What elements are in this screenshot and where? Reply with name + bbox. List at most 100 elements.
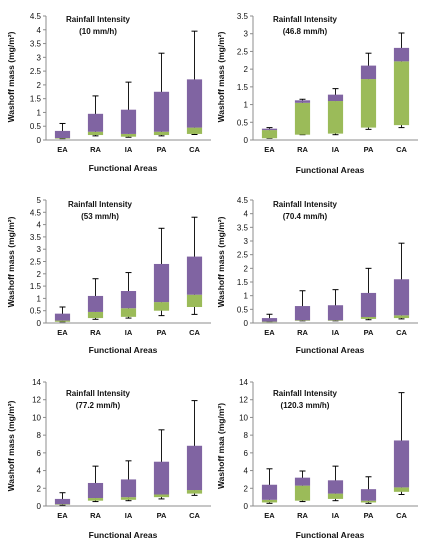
x-tick-label: CA (189, 145, 200, 154)
y-tick-label: 4.5 (237, 196, 249, 205)
y-tick-label: 0 (37, 136, 42, 145)
y-tick-label: 2.5 (237, 251, 249, 260)
box-lower-RA (87, 498, 104, 501)
box-lower-PA (360, 79, 377, 128)
box-lower-IA (327, 320, 344, 321)
box-lower-EA (261, 130, 278, 139)
y-tick-label: 2.5 (237, 47, 249, 56)
box-upper-IA (120, 479, 137, 498)
box-lower-CA (186, 294, 203, 308)
x-tick-label: PA (364, 145, 374, 154)
x-tick-label: RA (90, 145, 101, 154)
box-upper-RA (87, 113, 104, 132)
chart-title: Rainfall Intensity (273, 200, 338, 209)
box-upper-RA (294, 100, 311, 103)
y-tick-label: 0.5 (237, 118, 249, 127)
y-tick-label: 0.5 (237, 305, 249, 314)
box-upper-RA (294, 477, 311, 486)
y-tick-label: 1.5 (237, 278, 249, 287)
chart-panel-2: Rainfall Intensity (46.8 mm/h) Functiona… (216, 12, 418, 175)
x-tick-label: CA (396, 328, 407, 337)
box-lower-IA (327, 493, 344, 499)
chart-subtitle: (70.4 mm/h) (283, 212, 328, 221)
box-upper-PA (153, 91, 170, 132)
box-lower-CA (186, 490, 203, 494)
x-tick-label: IA (332, 511, 340, 520)
x-tick-label: CA (396, 145, 407, 154)
x-axis-label: Functional Areas (89, 163, 158, 173)
y-tick-label: 14 (239, 378, 248, 387)
y-tick-label: 0.5 (30, 122, 42, 131)
y-tick-label: 5 (37, 196, 42, 205)
y-tick-label: 12 (239, 396, 248, 405)
x-axis-label: Functional Areas (89, 345, 158, 355)
chart-title: Rainfall Intensity (66, 389, 131, 398)
y-tick-label: 10 (32, 413, 41, 422)
chart-subtitle: (77.2 mm/h) (76, 401, 121, 410)
y-tick-label: 4 (37, 26, 42, 35)
y-tick-label: 8 (37, 431, 42, 440)
y-tick-label: 8 (244, 431, 249, 440)
y-tick-label: 2.5 (30, 67, 42, 76)
x-tick-label: PA (157, 511, 167, 520)
y-tick-label: 2 (37, 81, 42, 90)
box-lower-PA (153, 131, 170, 136)
box-upper-CA (393, 47, 410, 62)
box-lower-EA (261, 499, 278, 503)
box-lower-EA (54, 320, 71, 322)
y-tick-label: 1.5 (30, 282, 42, 291)
x-tick-label: PA (364, 328, 374, 337)
y-tick-label: 2 (244, 264, 249, 273)
y-tick-label: 2 (37, 484, 42, 493)
box-lower-EA (54, 504, 71, 505)
box-upper-RA (294, 306, 311, 321)
box-lower-PA (153, 494, 170, 498)
chart-subtitle: (53 mm/h) (81, 212, 119, 221)
box-upper-PA (360, 489, 377, 501)
y-tick-label: 2.5 (30, 258, 42, 267)
y-axis-label: Washoff mass (mg/m²) (6, 400, 16, 491)
x-tick-label: RA (297, 511, 308, 520)
x-tick-label: EA (57, 145, 68, 154)
box-lower-CA (186, 127, 203, 134)
box-lower-RA (87, 311, 104, 319)
x-axis-label: Functional Areas (296, 345, 365, 355)
y-tick-label: 3 (244, 237, 249, 246)
y-tick-label: 0 (244, 319, 249, 328)
y-tick-label: 2 (37, 270, 42, 279)
x-tick-label: IA (125, 328, 133, 337)
y-tick-label: 4 (244, 210, 249, 219)
x-tick-label: CA (189, 511, 200, 520)
chart-title: Rainfall Intensity (273, 15, 338, 24)
x-tick-label: IA (332, 328, 340, 337)
y-tick-label: 4 (37, 467, 42, 476)
box-upper-CA (186, 445, 203, 491)
box-upper-IA (327, 94, 344, 102)
box-upper-CA (393, 440, 410, 488)
box-lower-CA (393, 315, 410, 319)
chart-title: Rainfall Intensity (68, 200, 133, 209)
box-lower-PA (360, 500, 377, 503)
y-tick-label: 3.5 (237, 223, 249, 232)
box-lower-RA (87, 131, 104, 136)
x-tick-label: IA (125, 511, 133, 520)
y-tick-label: 4 (37, 221, 42, 230)
box-lower-IA (120, 308, 137, 317)
chart-subtitle: (10 mm/h) (79, 27, 117, 36)
x-tick-label: CA (396, 511, 407, 520)
y-axis-label: Washoff maa (mg/m²) (216, 403, 226, 489)
y-tick-label: 6 (244, 449, 249, 458)
box-upper-RA (87, 295, 104, 312)
x-tick-label: RA (90, 328, 101, 337)
box-upper-PA (360, 65, 377, 80)
x-axis-label: Functional Areas (296, 530, 365, 540)
y-tick-label: 4.5 (30, 208, 42, 217)
y-tick-label: 12 (32, 396, 41, 405)
y-tick-label: 3.5 (237, 12, 249, 21)
y-tick-label: 3 (37, 245, 42, 254)
box-lower-IA (120, 497, 137, 500)
box-upper-EA (261, 318, 278, 322)
box-lower-EA (261, 321, 278, 323)
y-tick-label: 1 (244, 101, 249, 110)
box-upper-PA (153, 461, 170, 495)
